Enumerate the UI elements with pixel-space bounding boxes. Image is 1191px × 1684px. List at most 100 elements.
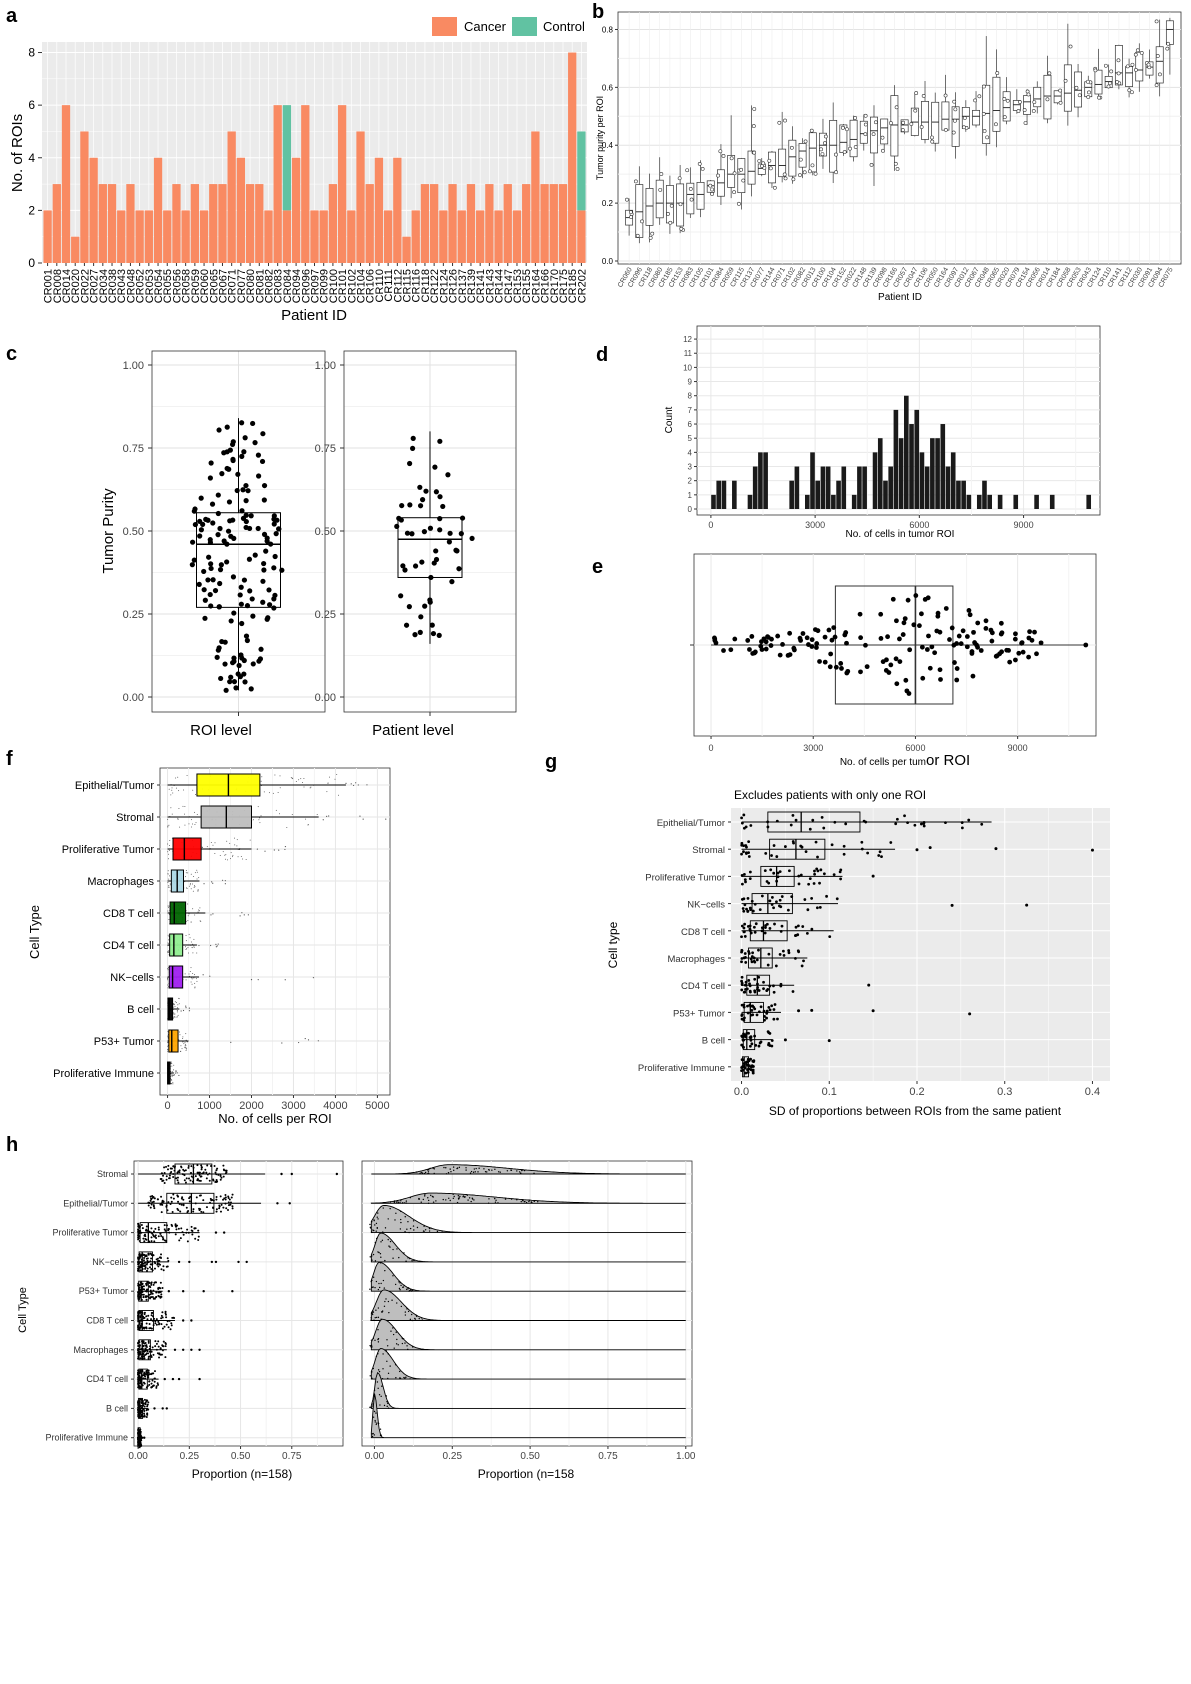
- y-tick-label-f-macrophages: Macrophages: [87, 876, 154, 888]
- point-f: [171, 1074, 173, 1076]
- point-h: [152, 1196, 155, 1199]
- bar-cancer-CR141: [476, 210, 485, 263]
- y-tick-label-a: 0: [28, 256, 35, 270]
- box-b-CR094: [1155, 46, 1164, 84]
- point-h: [172, 1197, 175, 1200]
- point-h: [145, 1326, 148, 1329]
- point-h: [149, 1199, 152, 1202]
- point-h: [169, 1328, 172, 1331]
- y-tick-label-d: 1: [688, 491, 693, 500]
- point-h: [143, 1350, 146, 1353]
- point-g: [779, 929, 783, 933]
- point-h: [153, 1380, 156, 1383]
- y-tick-label-f-proliferative-immune: Proliferative Immune: [53, 1068, 154, 1080]
- point-f: [184, 973, 186, 975]
- point-g: [740, 1034, 744, 1038]
- point-f: [167, 1036, 169, 1038]
- point-h2: [422, 1230, 425, 1232]
- point-g: [822, 826, 826, 830]
- outlier-f: [182, 1009, 185, 1012]
- point-h: [146, 1403, 149, 1406]
- point-g: [819, 868, 823, 872]
- bar-cancer-CR014: [61, 105, 71, 264]
- x-tick-label-a-CR008: CR008: [52, 269, 64, 303]
- bar-cancer-CR081: [255, 184, 264, 263]
- point-e: [1012, 636, 1018, 642]
- point-g: [749, 824, 753, 827]
- point-e: [833, 664, 839, 670]
- point-f: [328, 776, 330, 778]
- point-b: [772, 185, 777, 190]
- hist-bar-2850: [810, 452, 815, 509]
- point-h: [157, 1265, 160, 1268]
- point-f: [303, 786, 305, 788]
- point-b: [751, 124, 756, 128]
- point-g: [833, 820, 837, 824]
- point-h: [177, 1227, 180, 1230]
- box-h-b-cell: [138, 1397, 144, 1419]
- box-b-CR100: [819, 132, 827, 157]
- box-f-cd8-t-cell: [169, 901, 187, 925]
- point-f: [275, 809, 277, 811]
- point-h2: [471, 1198, 474, 1200]
- point-f: [185, 1045, 187, 1047]
- point-f: [260, 780, 262, 782]
- point-c: [218, 562, 224, 568]
- panel-e-box-plot: 0 3000 6000 9000 No. of cells per tumor ROI: [690, 553, 1097, 769]
- point-h: [205, 1171, 208, 1174]
- point-h2: [396, 1338, 398, 1341]
- point-b: [1047, 71, 1052, 76]
- point-e: [712, 638, 718, 643]
- outlier-f: [317, 1040, 319, 1042]
- point-h: [210, 1199, 213, 1202]
- point-h: [159, 1295, 162, 1298]
- outlier-f: [178, 1074, 180, 1077]
- point-h2: [430, 1194, 432, 1197]
- point-g: [767, 1042, 771, 1045]
- point-h: [143, 1414, 146, 1417]
- point-f: [192, 789, 194, 791]
- point-h: [198, 1179, 201, 1182]
- point-b: [921, 94, 926, 98]
- point-h: [163, 1228, 166, 1231]
- point-f: [193, 885, 195, 887]
- point-h: [168, 1174, 171, 1177]
- point-f: [189, 883, 191, 885]
- bar-cancer-CR106: [365, 184, 374, 263]
- point-f: [194, 823, 196, 825]
- point-f: [167, 843, 169, 845]
- point-h2: [423, 1172, 426, 1175]
- point-e: [759, 639, 764, 645]
- hist-bar-0: [711, 494, 716, 509]
- point-h2: [423, 1195, 426, 1197]
- point-e: [777, 652, 783, 658]
- point-g: [766, 963, 770, 967]
- point-e: [814, 641, 820, 646]
- point-h2: [478, 1167, 480, 1169]
- point-g: [740, 950, 743, 954]
- point-f: [300, 778, 302, 780]
- point-h2: [399, 1202, 401, 1204]
- point-h2: [530, 1201, 533, 1203]
- x-tick-label-a-CR038: CR038: [107, 269, 119, 303]
- point-h2: [410, 1290, 412, 1292]
- point-c: [410, 435, 416, 441]
- point-b: [732, 171, 737, 176]
- point-h: [219, 1178, 222, 1181]
- outlier-f: [326, 815, 328, 817]
- point-c: [224, 541, 230, 547]
- point-e: [970, 673, 976, 679]
- point-c: [271, 596, 277, 602]
- panel-h-plot-frame: [133, 1160, 344, 1447]
- outlier-f: [209, 975, 211, 977]
- bar-cancer-CR139: [466, 184, 476, 263]
- point-f: [212, 844, 214, 846]
- point-f: [309, 787, 311, 789]
- panel-d-x-axis-title: No. of cells in tumor ROI: [846, 529, 955, 540]
- point-h2: [405, 1202, 407, 1204]
- point-e: [956, 633, 962, 639]
- point-e: [806, 642, 811, 647]
- point-g: [762, 980, 765, 984]
- point-h: [187, 1164, 190, 1167]
- point-h: [166, 1168, 169, 1171]
